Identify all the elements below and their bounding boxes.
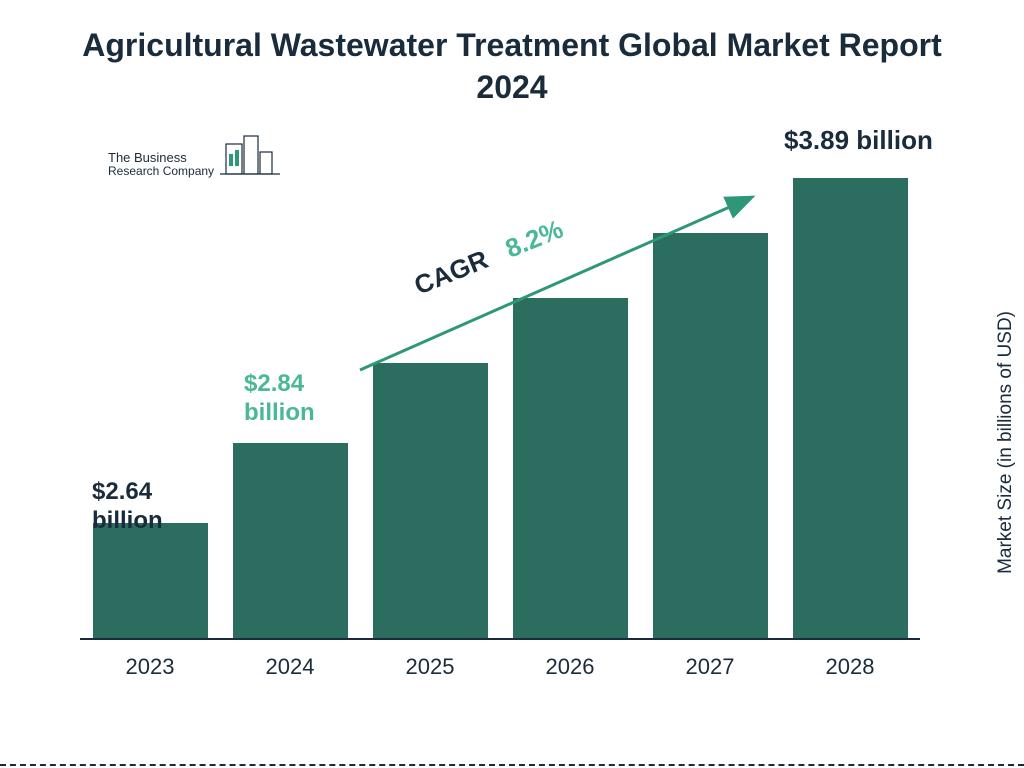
bar — [373, 363, 488, 638]
bar-column — [230, 443, 350, 638]
x-tick-label: 2028 — [790, 654, 910, 680]
footer-divider — [0, 764, 1024, 766]
x-tick-label: 2026 — [510, 654, 630, 680]
bar — [233, 443, 348, 638]
x-tick-label: 2025 — [370, 654, 490, 680]
x-tick-label: 2027 — [650, 654, 770, 680]
bar-column — [90, 523, 210, 638]
bar-column — [650, 233, 770, 638]
bar — [93, 523, 208, 638]
x-tick-label: 2023 — [90, 654, 210, 680]
x-tick-label: 2024 — [230, 654, 350, 680]
value-label-2024: $2.84 billion — [244, 370, 315, 428]
value-label-2023: $2.64 billion — [92, 478, 163, 536]
bar — [793, 178, 908, 638]
y-axis-label: Market Size (in billions of USD) — [995, 311, 1017, 574]
chart-area: 2023 2024 2025 2026 2027 2028 — [80, 140, 920, 700]
chart-title: Agricultural Wastewater Treatment Global… — [0, 0, 1024, 118]
bars-container — [80, 160, 920, 640]
value-label-2028: $3.89 billion — [784, 125, 933, 156]
x-axis-labels: 2023 2024 2025 2026 2027 2028 — [80, 654, 920, 680]
bar — [513, 298, 628, 638]
bar-column — [370, 363, 490, 638]
bar-column — [790, 178, 910, 638]
bar — [653, 233, 768, 638]
bar-column — [510, 298, 630, 638]
